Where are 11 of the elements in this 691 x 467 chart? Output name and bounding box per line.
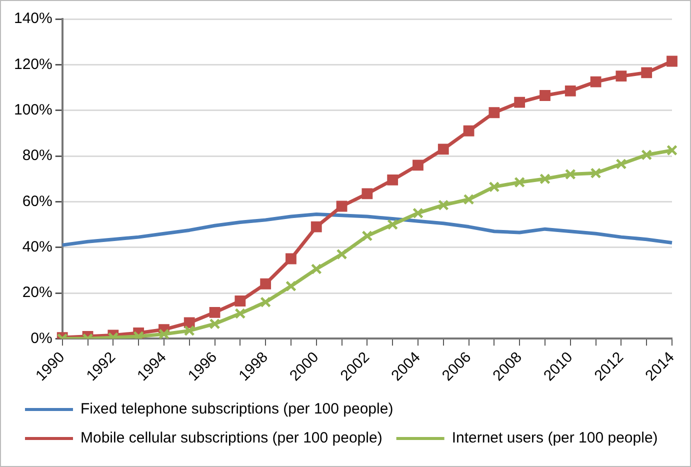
y-tick-label: 100% xyxy=(14,101,52,118)
legend-label: Mobile cellular subscriptions (per 100 people) xyxy=(80,430,382,447)
y-tick-label: 20% xyxy=(22,284,52,302)
y-tick-label: 120% xyxy=(14,56,52,73)
y-tick-label: 80% xyxy=(22,147,52,164)
legend-label: Internet users (per 100 people) xyxy=(452,430,658,447)
y-tick-label: 140% xyxy=(14,10,52,28)
y-tick-label: 0% xyxy=(30,330,52,347)
y-tick-label: 40% xyxy=(22,238,52,256)
legend-label: Fixed telephone subscriptions (per 100 people) xyxy=(80,400,394,418)
y-tick-label: 60% xyxy=(22,192,52,210)
